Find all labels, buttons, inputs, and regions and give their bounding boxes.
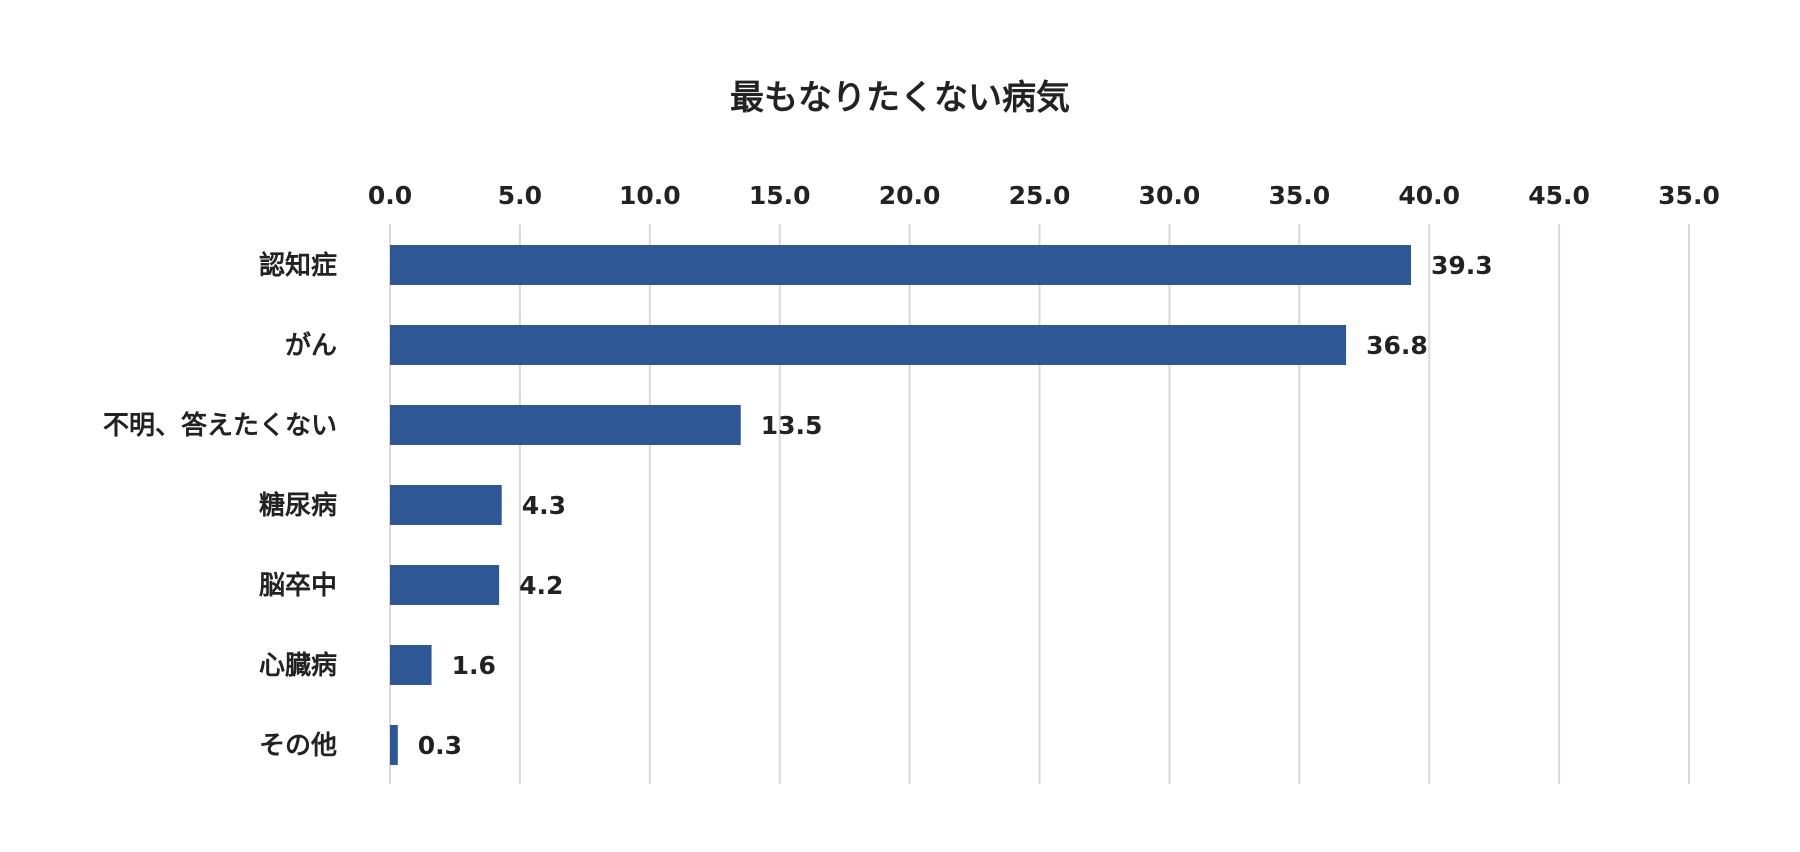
x-tick-label: 25.0 — [1009, 181, 1071, 210]
x-tick-label: 35.0 — [1268, 181, 1330, 210]
data-label: 1.6 — [452, 651, 496, 680]
x-tick-label: 20.0 — [879, 181, 941, 210]
data-label: 36.8 — [1366, 331, 1428, 360]
x-tick-label: 30.0 — [1139, 181, 1201, 210]
x-tick-label: 45.0 — [1528, 181, 1590, 210]
x-tick-label: 40.0 — [1398, 181, 1460, 210]
category-label: 脳卒中 — [258, 570, 337, 601]
bar — [390, 405, 741, 445]
x-tick-label: 35.0 — [1658, 181, 1720, 210]
category-label: 糖尿病 — [259, 490, 337, 521]
data-label: 39.3 — [1431, 251, 1493, 280]
data-label: 4.3 — [522, 491, 566, 520]
bar — [390, 325, 1347, 365]
bars — [390, 245, 1412, 765]
bar — [390, 245, 1412, 285]
x-axis-ticks: 0.0 5.0 10.0 15.0 20.0 25.0 30.0 35.0 40.0 45.0 35… — [368, 181, 1720, 210]
category-label: 不明、答えたくない — [103, 410, 337, 441]
gridlines — [389, 224, 1690, 784]
x-tick-label: 10.0 — [619, 181, 681, 210]
x-tick-label: 5.0 — [498, 181, 542, 210]
data-label: 4.2 — [519, 571, 563, 600]
category-label: その他 — [259, 731, 337, 761]
category-label: がん — [285, 330, 337, 361]
x-tick-label: 15.0 — [749, 181, 811, 210]
data-label: 0.3 — [418, 731, 462, 760]
chart-title: 最もなりたくない病気 — [730, 78, 1070, 118]
bar — [390, 565, 500, 605]
data-labels: 39.3 36.8 13.5 4.3 4.2 1.6 0.3 — [418, 251, 1493, 760]
bar — [390, 725, 398, 765]
x-tick-label: 0.0 — [368, 181, 412, 210]
bar — [390, 645, 432, 685]
category-label: 認知症 — [259, 250, 337, 281]
category-label: 心臓病 — [259, 651, 337, 681]
bar — [390, 485, 502, 525]
data-label: 13.5 — [761, 411, 823, 440]
